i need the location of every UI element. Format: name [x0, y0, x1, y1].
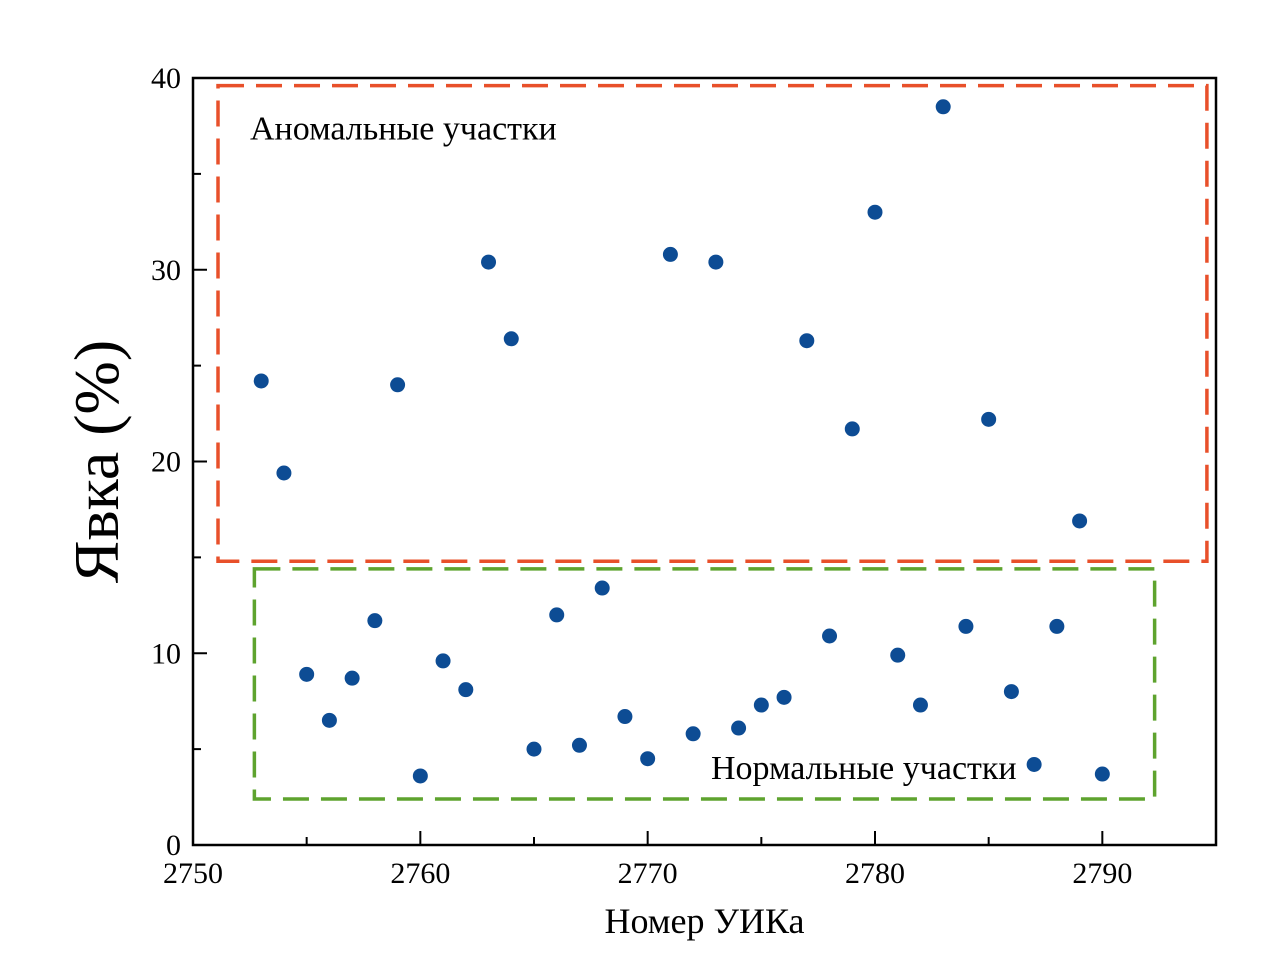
data-point — [776, 689, 792, 705]
data-point — [822, 628, 838, 644]
data-point — [549, 607, 565, 623]
data-point — [1072, 513, 1088, 529]
data-point — [981, 411, 997, 427]
data-point — [321, 712, 337, 728]
annotation-boxes: Аномальные участки Нормальные участки — [216, 83, 1209, 801]
data-point — [685, 726, 701, 742]
x-tick-label: 2760 — [390, 857, 450, 890]
data-point — [503, 331, 519, 347]
data-point — [958, 618, 974, 634]
data-point — [753, 697, 769, 713]
data-point — [481, 254, 497, 270]
data-point — [299, 666, 315, 682]
data-point — [412, 768, 428, 784]
y-axis-title: Явка (%) — [61, 340, 132, 583]
y-tick-label: 0 — [166, 829, 181, 862]
annotation-box-1 — [216, 83, 1209, 563]
data-point — [253, 373, 269, 389]
data-point — [594, 580, 610, 596]
annotation-label-1: Аномальные участки — [250, 111, 557, 148]
data-point — [617, 709, 633, 725]
x-tick-label: 2790 — [1072, 857, 1132, 890]
x-axis-title: Номер УИКа — [604, 901, 804, 941]
data-point — [1049, 618, 1065, 634]
data-point — [844, 421, 860, 437]
data-point — [731, 720, 747, 736]
y-tick-label: 20 — [151, 446, 181, 479]
tick-labels: 2750 2760 2770 2780 2790 0 10 20 30 40 — [151, 62, 1132, 890]
data-point — [458, 682, 474, 698]
axis-ticks — [192, 77, 1217, 846]
data-point — [935, 99, 951, 115]
plot-frame — [191, 76, 1218, 847]
data-point — [640, 751, 656, 767]
data-point — [1094, 766, 1110, 782]
data-point — [276, 465, 292, 481]
data-point — [435, 653, 451, 669]
data-point — [390, 377, 406, 393]
data-point — [344, 670, 360, 686]
annotation-label-2: Нормальные участки — [711, 750, 1017, 787]
data-point — [571, 737, 587, 753]
data-point — [1026, 756, 1042, 772]
annotation-box-2 — [252, 567, 1157, 801]
data-point — [1003, 684, 1019, 700]
data-point — [890, 647, 906, 663]
y-tick-label: 30 — [151, 254, 181, 287]
x-tick-label: 2770 — [618, 857, 678, 890]
data-point — [526, 741, 542, 757]
data-point — [708, 254, 724, 270]
y-tick-label: 10 — [151, 637, 181, 670]
data-point — [867, 204, 883, 220]
data-point — [912, 697, 928, 713]
x-tick-label: 2750 — [163, 857, 223, 890]
x-tick-label: 2780 — [845, 857, 905, 890]
y-tick-label: 40 — [151, 62, 181, 95]
data-points — [253, 99, 1110, 784]
data-point — [662, 246, 678, 262]
data-point — [367, 613, 383, 629]
data-point — [799, 333, 815, 349]
